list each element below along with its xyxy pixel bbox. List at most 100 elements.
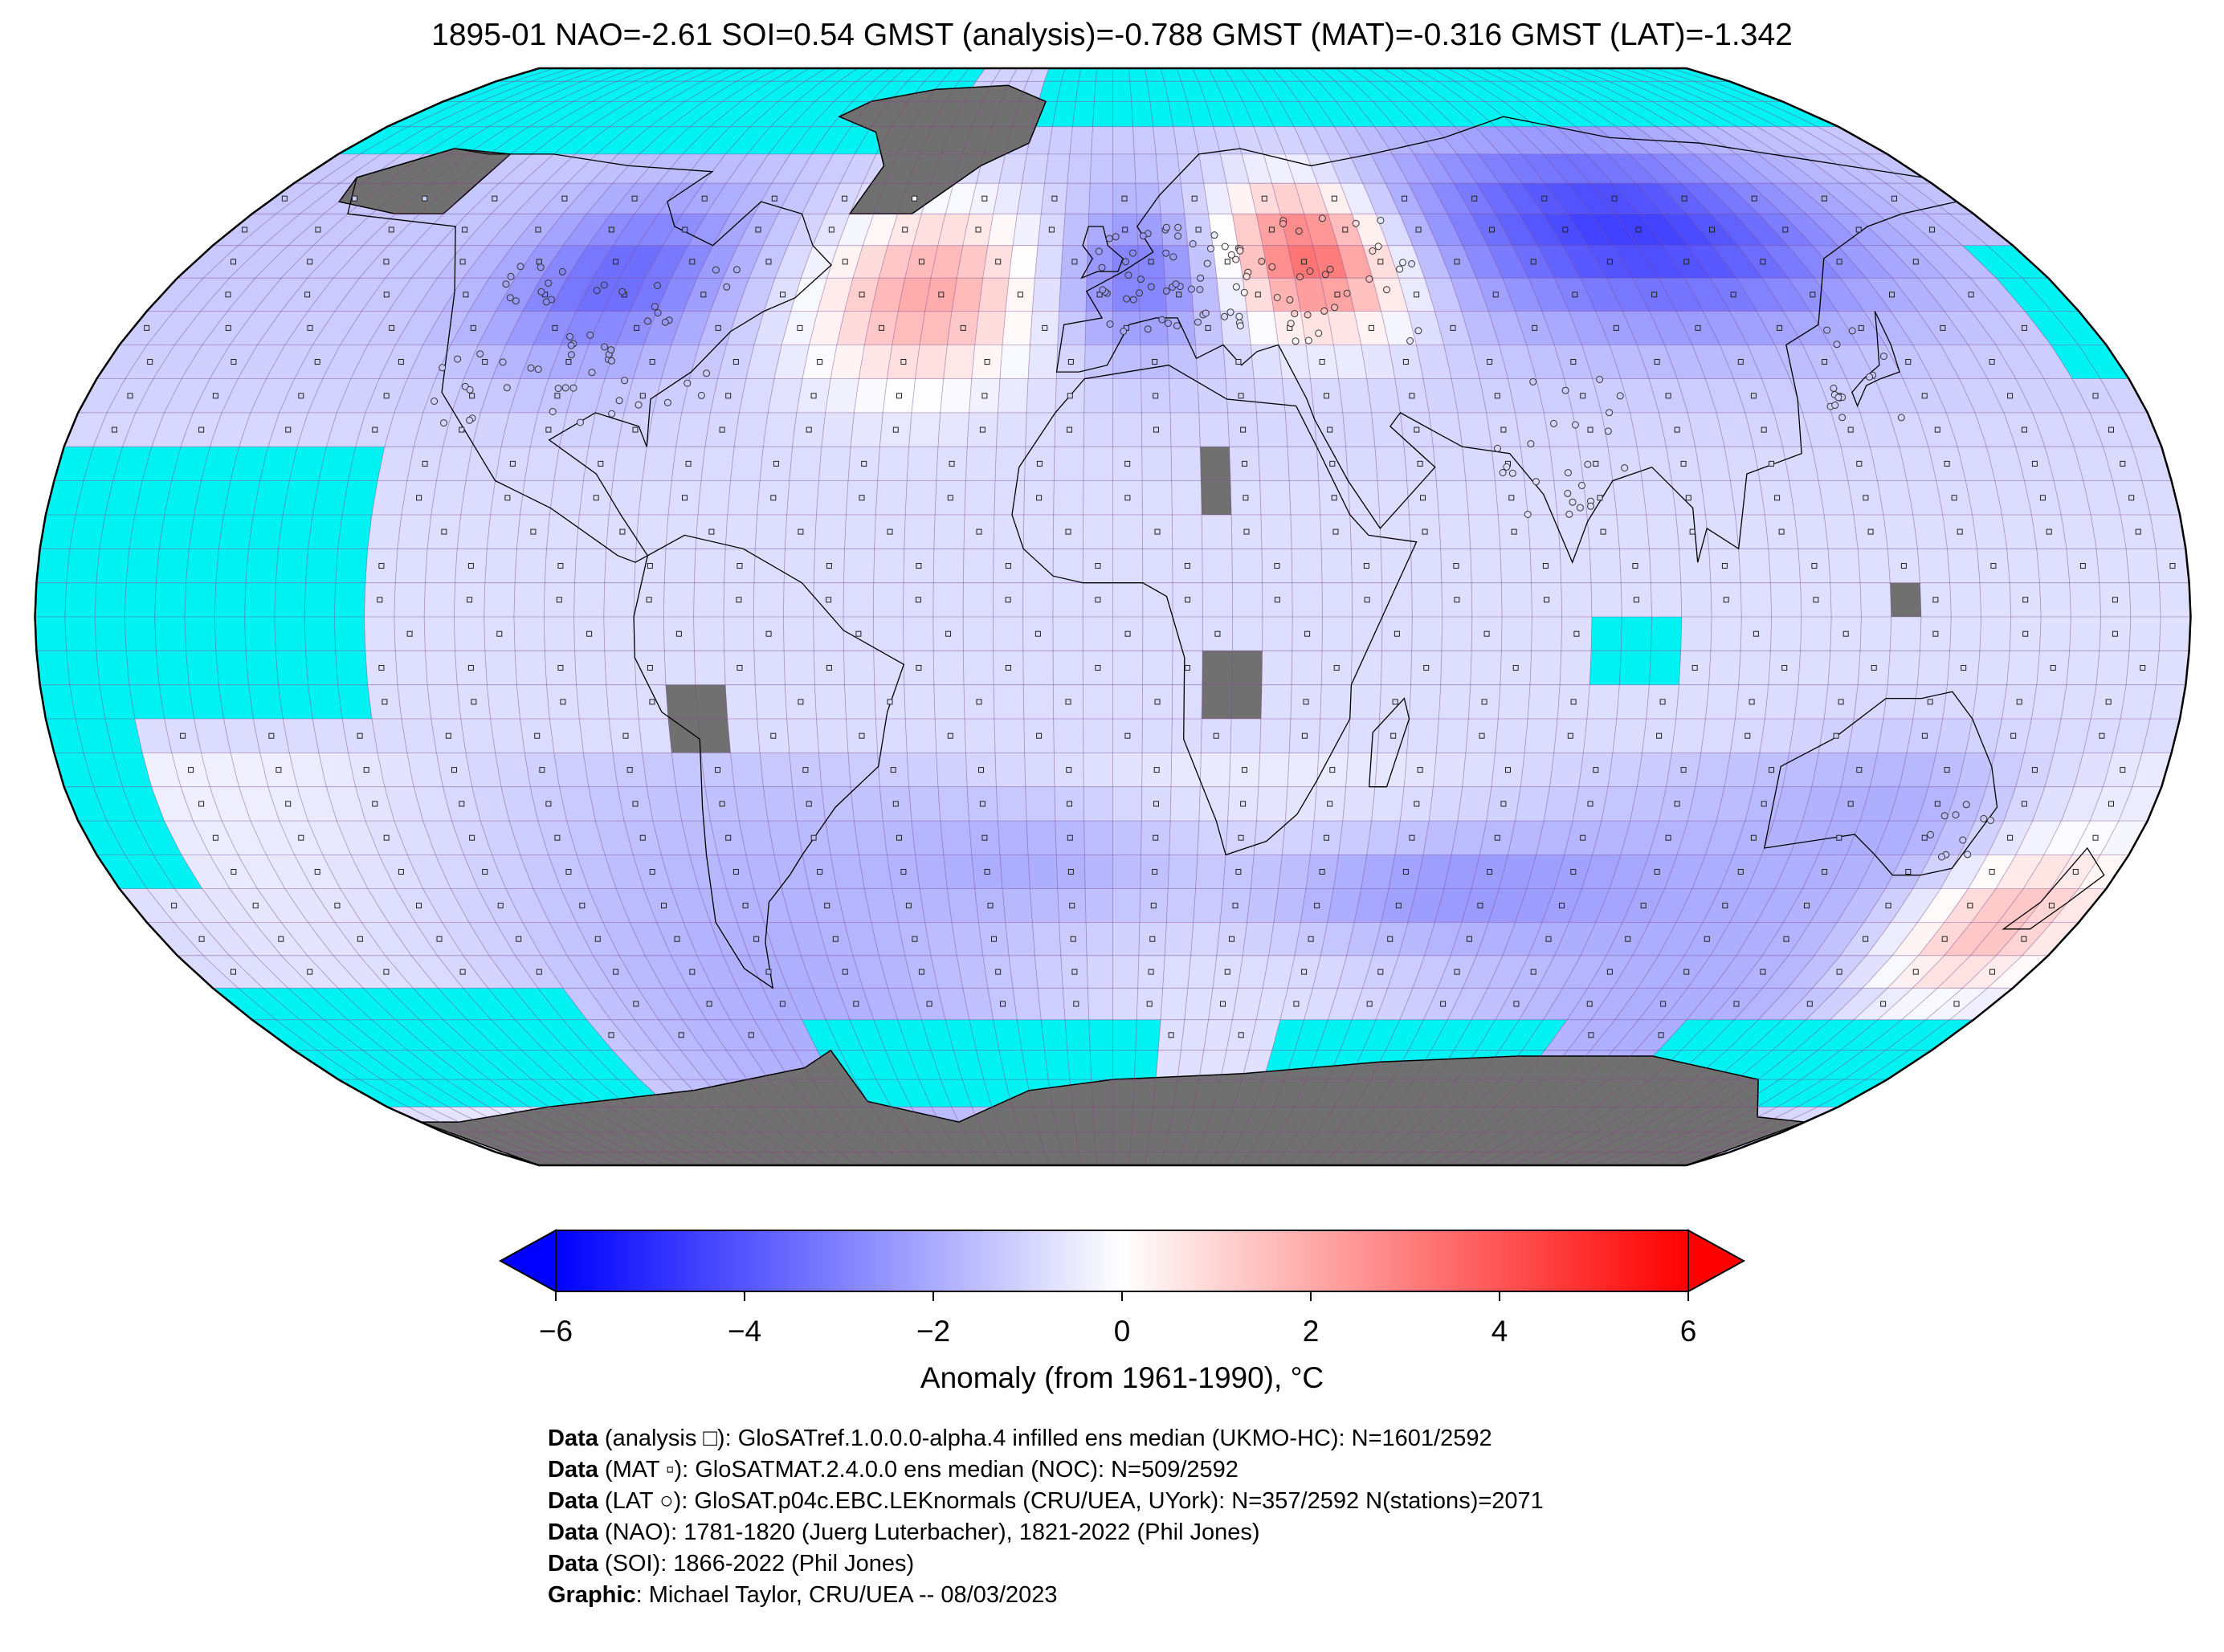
anomaly-cell — [412, 214, 467, 246]
anomaly-cell — [663, 988, 707, 1020]
analysis-marker — [981, 393, 988, 399]
anomaly-cell — [1536, 378, 1573, 413]
analysis-marker — [593, 495, 599, 501]
analysis-marker — [1680, 460, 1687, 467]
analysis-marker — [947, 495, 953, 501]
anomaly-cell — [1787, 245, 1841, 279]
analysis-marker — [1990, 563, 1997, 569]
anomaly-cell — [1416, 855, 1452, 889]
anomaly-cell — [1366, 821, 1401, 855]
anomaly-cell — [1026, 68, 1050, 82]
anomaly-cell — [2006, 549, 2040, 583]
anomaly-cell — [1411, 582, 1443, 617]
analysis-marker — [1813, 597, 1819, 603]
anomaly-cell — [1498, 684, 1530, 719]
anomaly-cell — [1635, 183, 1687, 214]
anomaly-cell — [1171, 447, 1202, 481]
anomaly-cell — [634, 617, 665, 651]
anomaly-cell — [255, 245, 313, 279]
analysis-marker — [1658, 1032, 1664, 1038]
analysis-marker — [1867, 528, 1874, 535]
analysis-marker — [797, 324, 803, 331]
anomaly-cell — [1758, 153, 1818, 184]
lat-station-marker — [1210, 231, 1218, 239]
analysis-marker — [1067, 359, 1074, 365]
anomaly-cell — [463, 245, 513, 279]
anomaly-cell — [1258, 753, 1290, 787]
anomaly-cell — [1616, 126, 1672, 154]
anomaly-cell — [1536, 126, 1586, 154]
anomaly-cell — [730, 753, 764, 787]
anomaly-cell — [1112, 955, 1139, 989]
analysis-marker — [861, 460, 867, 467]
analysis-marker — [1242, 460, 1247, 467]
anomaly-cell — [1700, 480, 1736, 515]
anomaly-cell — [912, 821, 944, 855]
grid-lines — [35, 68, 2191, 1165]
analysis-marker — [1417, 460, 1423, 467]
analysis-marker — [1929, 226, 1935, 233]
anomaly-cell — [1717, 126, 1780, 154]
anomaly-cell — [937, 786, 969, 822]
anomaly-cell — [1788, 922, 1838, 956]
analysis-marker — [212, 393, 218, 399]
anomaly-cell — [2120, 684, 2157, 719]
anomaly-cell — [1925, 214, 1988, 246]
anomaly-cell — [576, 278, 619, 312]
anomaly-cell — [1085, 311, 1113, 345]
analysis-marker — [1957, 528, 1963, 535]
anomaly-cell — [318, 753, 356, 787]
anomaly-cell — [263, 214, 324, 246]
anomaly-cell — [693, 617, 724, 651]
analysis-marker — [1921, 393, 1928, 399]
analysis-marker — [719, 801, 725, 807]
anomaly-cell — [484, 582, 515, 617]
anomaly-cell — [1002, 888, 1033, 923]
anomaly-cell — [787, 988, 826, 1020]
analysis-marker — [912, 195, 918, 202]
anomaly-cell — [998, 153, 1027, 184]
analysis-marker — [1394, 630, 1400, 637]
anomaly-cell — [1912, 245, 1971, 279]
anomaly-cell — [1053, 480, 1083, 515]
anomaly-cell — [559, 786, 596, 822]
lat-station-marker — [1848, 327, 1856, 335]
anomaly-cell — [316, 153, 382, 184]
analysis-marker — [1069, 903, 1075, 909]
anomaly-cell — [639, 480, 672, 515]
anomaly-cell — [1757, 888, 1803, 923]
anomaly-cell — [768, 821, 802, 855]
anomaly-cell — [998, 821, 1029, 855]
anomaly-cell — [1818, 126, 1887, 154]
analysis-marker — [2021, 801, 2027, 807]
analysis-marker — [2092, 393, 2099, 399]
anomaly-cell — [843, 651, 875, 685]
anomaly-cell — [1608, 753, 1642, 787]
analysis-marker — [535, 226, 541, 233]
analysis-marker — [1810, 292, 1816, 298]
anomaly-cell — [1327, 311, 1361, 345]
anomaly-cell — [681, 821, 718, 855]
anomaly-cell — [1083, 719, 1113, 753]
anomaly-cell — [737, 988, 778, 1020]
analysis-marker — [689, 969, 696, 975]
anomaly-cell — [1569, 888, 1610, 923]
analysis-marker — [304, 292, 311, 298]
anomaly-cell — [1730, 480, 1765, 515]
lat-station-marker — [1188, 285, 1195, 293]
analysis-marker — [1989, 359, 1995, 365]
lat-station-marker — [1162, 287, 1170, 295]
anomaly-cell — [1549, 447, 1584, 481]
anomaly-cell — [1858, 855, 1904, 889]
analysis-marker — [755, 226, 761, 233]
lat-station-marker — [1331, 304, 1339, 312]
analysis-marker — [802, 767, 809, 773]
lat-station-marker — [476, 350, 484, 358]
lat-station-marker — [1532, 478, 1540, 486]
analysis-marker — [1912, 259, 1919, 265]
anomaly-cell — [397, 684, 431, 719]
anomaly-cell — [682, 1019, 727, 1050]
anomaly-cell — [1112, 684, 1143, 719]
anomaly-cell — [1936, 719, 1973, 753]
anomaly-cell — [1333, 345, 1367, 379]
